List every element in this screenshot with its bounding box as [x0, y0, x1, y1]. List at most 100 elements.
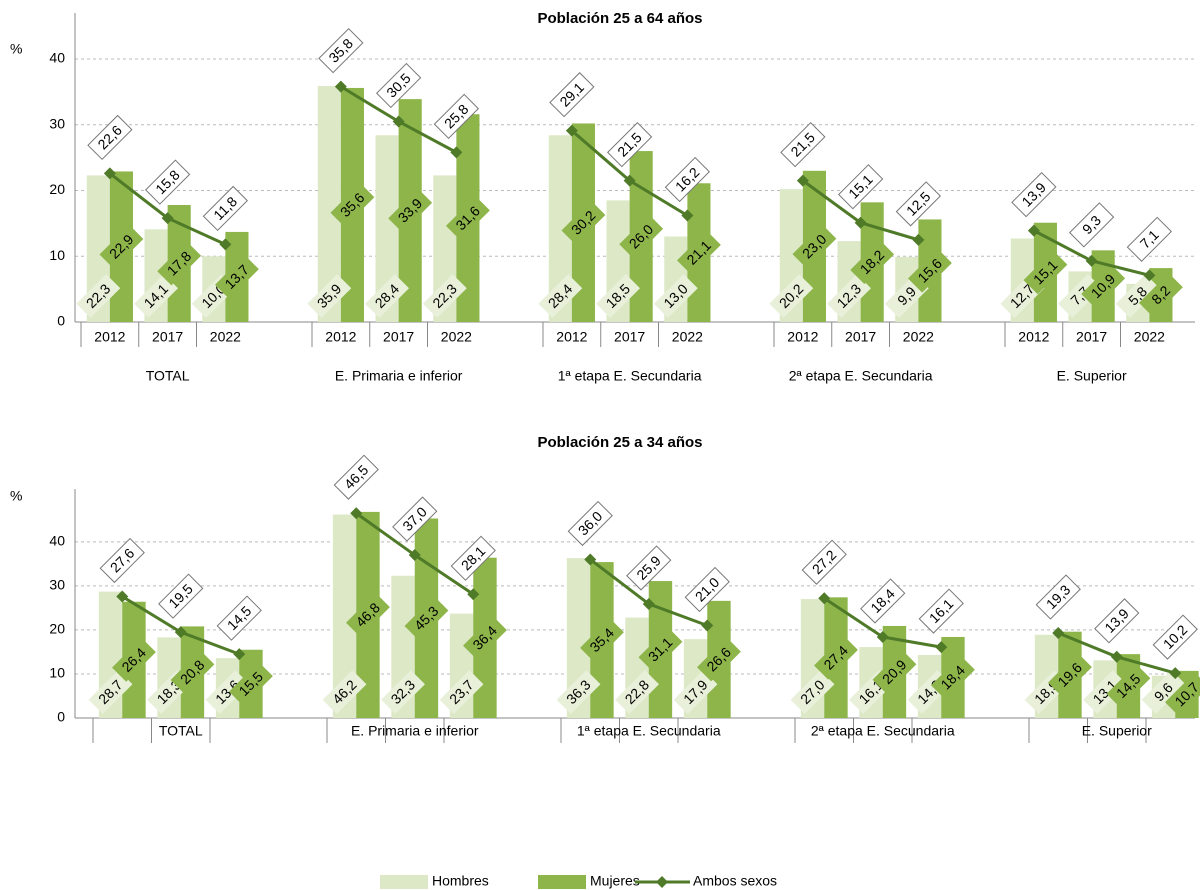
y-tick-label: 40	[49, 50, 65, 66]
value-label: 14,5	[216, 595, 262, 641]
value-label-box	[1068, 202, 1115, 248]
value-label: 19,3	[1035, 574, 1081, 620]
value-label: 15,8	[144, 159, 191, 205]
line-marker	[1085, 254, 1098, 267]
value-label: 36,0	[567, 500, 613, 547]
value-label-box	[814, 635, 858, 680]
value-label-box	[157, 241, 202, 286]
value-label-box	[87, 114, 133, 161]
value-label: 22,6	[87, 114, 133, 161]
value-label-box	[769, 274, 814, 318]
value-label-box	[1115, 274, 1160, 318]
line-marker	[565, 124, 578, 137]
value-label-box	[872, 650, 917, 694]
line-marker	[818, 592, 831, 605]
value-label: 12,5	[895, 181, 942, 227]
value-label: 20,8	[170, 650, 215, 695]
x-tick-label: 2017	[614, 329, 645, 345]
value-label-box	[229, 661, 273, 706]
value-label-box	[439, 670, 484, 714]
value-label-box	[1094, 598, 1140, 644]
line-marker	[584, 553, 597, 566]
value-label-box	[549, 72, 595, 118]
x-tick-label: 2012	[94, 329, 125, 345]
line-marker	[876, 630, 889, 643]
line-marker	[701, 619, 714, 632]
value-label-box	[850, 240, 895, 285]
group-label: 1ª etapa E. Secundaria	[577, 723, 721, 739]
value-label-box	[307, 274, 352, 318]
value-label-box	[1035, 574, 1081, 620]
value-label-box	[596, 274, 640, 318]
value-label-box	[99, 537, 145, 584]
line-marker	[233, 648, 246, 661]
value-label-box	[318, 28, 364, 74]
value-label-box	[322, 670, 367, 714]
x-tick-label: 2022	[672, 329, 703, 345]
x-tick-label: 2022	[1134, 329, 1165, 345]
line-marker	[350, 507, 363, 520]
value-label: 21,5	[780, 122, 826, 168]
x-tick-label: 2017	[1076, 329, 1107, 345]
value-label-box	[1083, 670, 1127, 714]
group-label: E. Superior	[1082, 723, 1152, 739]
value-label-box	[450, 535, 496, 581]
line-marker	[854, 216, 867, 229]
value-label-box	[538, 274, 583, 318]
value-label-box	[375, 62, 422, 109]
value-label-box	[170, 650, 215, 695]
x-tick-label: 2017	[152, 329, 183, 345]
line-marker	[103, 167, 116, 180]
value-label: 33,9	[388, 188, 433, 233]
value-label: 13,9	[1011, 171, 1057, 218]
group-label: 1ª etapa E. Secundaria	[558, 368, 702, 384]
value-label-box	[216, 595, 262, 641]
y-tick-label: 30	[49, 115, 65, 131]
line-marker	[912, 233, 925, 246]
line-marker	[681, 209, 694, 222]
value-label-box	[697, 637, 741, 682]
value-label-box	[205, 670, 250, 714]
value-label-box	[653, 274, 698, 318]
line-marker	[334, 80, 347, 93]
y-tick-label: 0	[57, 313, 65, 329]
x-tick-label: 2012	[787, 329, 818, 345]
line-marker	[450, 146, 463, 159]
value-label-box	[1023, 250, 1068, 295]
value-label-box	[931, 655, 975, 700]
line-marker	[174, 626, 187, 639]
y-axis-label: %	[10, 488, 22, 504]
bar	[375, 135, 399, 322]
value-label-box	[1048, 652, 1092, 697]
line-marker	[467, 588, 480, 601]
legend-swatch	[380, 875, 428, 889]
value-label-box	[860, 578, 906, 624]
value-label: 13,9	[1094, 598, 1140, 644]
bar	[332, 514, 357, 718]
y-tick-label: 20	[49, 621, 65, 637]
value-label: 16,2	[664, 156, 711, 203]
y-tick-label: 0	[57, 709, 65, 725]
line-marker	[642, 597, 655, 610]
group-label: E. Superior	[1057, 368, 1127, 384]
value-label-box	[895, 181, 942, 227]
chart-title: Población 25 a 64 años	[537, 10, 702, 27]
y-tick-label: 10	[49, 665, 65, 681]
value-label-box	[1011, 171, 1057, 218]
value-label-box	[144, 159, 191, 205]
value-label-box	[158, 573, 204, 619]
x-tick-label: 2022	[903, 329, 934, 345]
value-label-box	[918, 588, 964, 634]
value-label-box	[463, 615, 507, 660]
value-label-box	[1141, 670, 1186, 714]
value-label-box	[638, 627, 683, 672]
legend-swatch	[538, 875, 586, 889]
value-label-box	[1165, 672, 1200, 717]
value-label: 19,5	[158, 573, 204, 619]
value-label: 29,1	[549, 72, 595, 118]
legend-label: Hombres	[432, 873, 489, 889]
value-label-box	[556, 670, 601, 714]
value-label: 7,1	[1126, 216, 1173, 262]
value-label-box	[790, 670, 835, 714]
line-marker	[161, 212, 174, 225]
